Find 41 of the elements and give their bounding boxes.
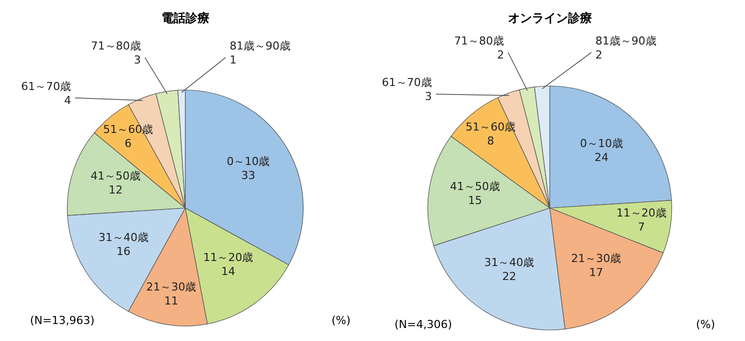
text: (%) [331, 314, 350, 327]
slice-label: 11～20歳 [616, 206, 666, 220]
slice-label: 61～70歳 [382, 76, 432, 90]
slice-label: 71～80歳 [90, 40, 141, 53]
slice-label: 11～20歳 [203, 251, 254, 264]
slice-label: 31～40歳 [484, 256, 534, 269]
slice-label: 41～50歳 [450, 180, 500, 194]
data-label: 4 [64, 94, 72, 107]
data-label: 12 [108, 183, 123, 196]
slice-label: 0～10歳 [226, 154, 270, 168]
data-label: 16 [116, 245, 130, 258]
text: (N=4,306) [394, 318, 452, 331]
data-label: 6 [124, 136, 132, 150]
slice-label: 61～70歳 [21, 80, 72, 93]
text: (%) [696, 318, 715, 331]
chart-title: 電話診療 [161, 11, 210, 25]
slice-label: 51～60歳 [103, 122, 154, 136]
text: (N=13,963) [30, 314, 95, 327]
slice-label: 81歳～90歳 [595, 34, 656, 48]
data-label: 2 [497, 48, 504, 62]
data-label: 22 [502, 270, 516, 283]
slice-label: 31～40歳 [98, 231, 148, 244]
data-label: 33 [241, 168, 256, 182]
chart-title: オンライン診療 [508, 11, 592, 25]
slice-label: 21～30歳 [146, 280, 196, 294]
data-label: 3 [134, 54, 141, 67]
data-label: 15 [468, 194, 482, 208]
data-label: 2 [595, 48, 602, 62]
slice-label: 21～30歳 [571, 252, 622, 265]
data-label: 1 [230, 54, 237, 67]
data-label: 14 [221, 265, 236, 278]
data-label: 24 [594, 150, 609, 164]
slice-label: 71～80歳 [454, 34, 504, 48]
data-label: 17 [589, 266, 604, 279]
slice-label: 81歳～90歳 [230, 40, 291, 53]
data-label: 7 [638, 220, 645, 234]
data-label: 11 [164, 294, 178, 308]
data-label: 3 [424, 90, 432, 104]
slice-label: 41～50歳 [90, 169, 141, 182]
slice-label: 0～10歳 [580, 136, 624, 150]
data-label: 8 [487, 134, 494, 148]
